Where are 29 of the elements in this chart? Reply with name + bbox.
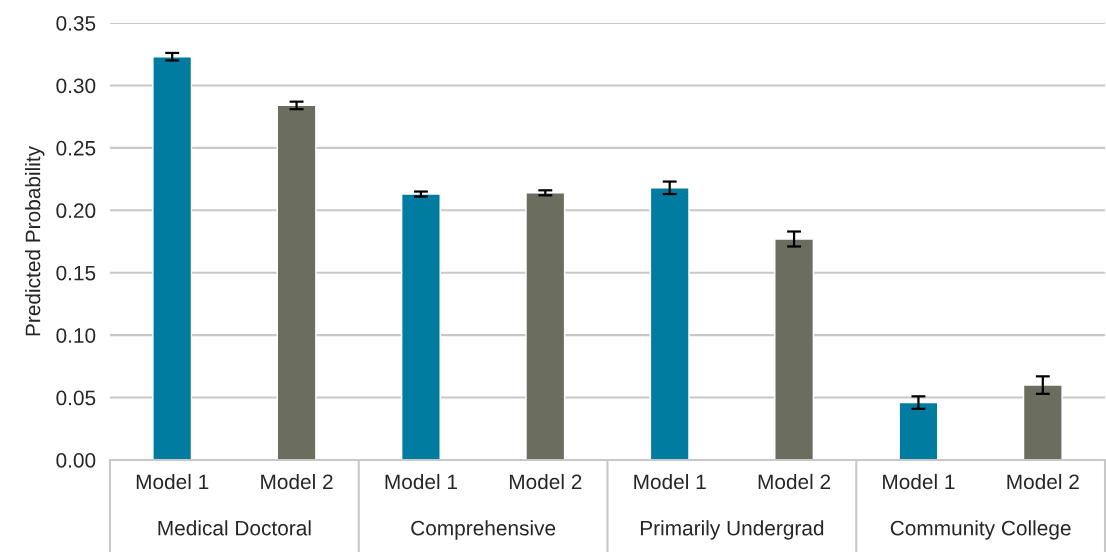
bar: [525, 192, 566, 460]
x-tick-label: Model 2: [509, 473, 582, 490]
bar: [152, 56, 193, 460]
y-tick-label: 0.05: [56, 390, 96, 406]
y-tick-label: 0.30: [56, 78, 96, 94]
x-tick-label: Model 2: [261, 473, 333, 490]
bar: [898, 401, 939, 460]
bar: [649, 187, 690, 460]
y-axis-title: Predicted Probability: [25, 146, 45, 336]
x-tick-label: Model 2: [758, 473, 831, 490]
x-tick-label: Model 1: [136, 473, 209, 490]
y-tick-label: 0.20: [56, 203, 96, 219]
bar: [400, 193, 441, 460]
y-tick-label: 0.25: [56, 140, 96, 156]
text: Community College: [890, 520, 1071, 540]
bar: [774, 238, 815, 460]
text: Comprehensive: [411, 520, 556, 540]
y-tick-label: 0.00: [56, 453, 96, 468]
x-tick-label: Model 1: [385, 473, 457, 490]
bar: [276, 104, 317, 460]
x-tick-label: Model 1: [883, 473, 955, 490]
x-tick-label: Model 1: [634, 473, 706, 490]
y-tick-label: 0.15: [56, 265, 96, 281]
text: Medical Doctoral: [158, 520, 311, 536]
y-tick-label: 0.10: [56, 328, 96, 343]
text: Primarily Undergrad: [640, 520, 824, 540]
bar: [1022, 384, 1063, 460]
y-tick-label: 0.35: [56, 16, 96, 31]
x-tick-label: Model 2: [1007, 473, 1079, 490]
